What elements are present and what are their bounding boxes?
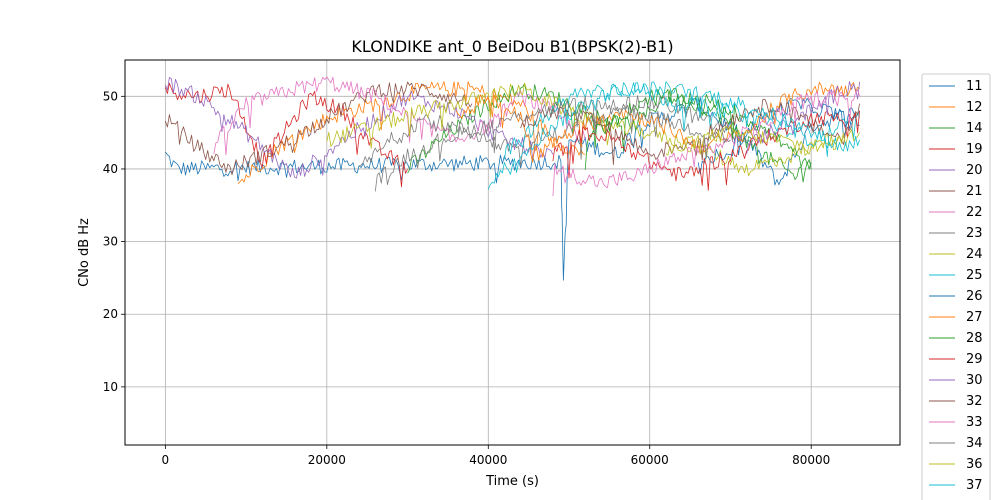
legend-label-14: 14 xyxy=(966,121,983,136)
legend-label-20: 20 xyxy=(966,163,983,178)
legend-label-36: 36 xyxy=(966,457,983,472)
x-tick-label: 0 xyxy=(162,453,170,467)
legend-label-28: 28 xyxy=(966,331,983,346)
y-tick-label: 20 xyxy=(103,307,118,321)
series-line-37 xyxy=(487,81,860,190)
series-line-33 xyxy=(552,89,860,197)
x-tick-label: 40000 xyxy=(469,453,507,467)
legend: 11 12 14 19 20 21 22 23 24 25 26 27 28 29 30 32 33 34 36 37 xyxy=(921,73,991,500)
legend-label-30: 30 xyxy=(966,373,983,388)
legend-label-19: 19 xyxy=(966,142,983,157)
legend-label-32: 32 xyxy=(966,394,983,409)
legend-label-12: 12 xyxy=(966,100,983,115)
series-line-28 xyxy=(584,88,812,170)
legend-label-26: 26 xyxy=(966,289,983,304)
plot-frame xyxy=(124,59,901,446)
series-line-30 xyxy=(746,81,860,155)
legend-label-11: 11 xyxy=(966,79,983,94)
series-group xyxy=(165,76,860,281)
axis-ticks: 0 20000 40000 60000 80000 10 20 30 40 50 xyxy=(103,89,831,467)
series-line-34 xyxy=(374,96,731,192)
y-tick-label: 10 xyxy=(103,380,118,394)
series-line-24 xyxy=(326,82,844,177)
legend-label-27: 27 xyxy=(966,310,983,325)
series-line-36 xyxy=(665,124,860,156)
series-line-12 xyxy=(237,81,586,185)
legend-label-33: 33 xyxy=(966,415,983,430)
x-tick-label: 60000 xyxy=(631,453,669,467)
x-tick-label: 80000 xyxy=(792,453,830,467)
legend-label-29: 29 xyxy=(966,352,983,367)
legend-label-23: 23 xyxy=(966,226,983,241)
series-line-25 xyxy=(504,82,860,160)
legend-label-24: 24 xyxy=(966,247,983,262)
y-axis-label: CNo dB Hz xyxy=(77,218,92,287)
legend-box xyxy=(921,73,991,500)
x-tick-label: 20000 xyxy=(308,453,346,467)
y-tick-label: 50 xyxy=(103,89,118,103)
series-line-22 xyxy=(213,76,586,156)
legend-label-37: 37 xyxy=(966,478,983,493)
legend-label-25: 25 xyxy=(966,268,983,283)
legend-label-21: 21 xyxy=(966,184,983,199)
series-line-21 xyxy=(165,81,473,176)
chart-title: KLONDIKE ant_0 BeiDou B1(BPSK(2)-B1) xyxy=(351,37,673,57)
x-axis-label: Time (s) xyxy=(485,474,539,489)
y-tick-label: 30 xyxy=(103,235,118,249)
legend-label-34: 34 xyxy=(966,436,983,451)
legend-label-22: 22 xyxy=(966,205,983,220)
series-line-19 xyxy=(165,82,408,188)
y-tick-label: 40 xyxy=(103,162,118,176)
